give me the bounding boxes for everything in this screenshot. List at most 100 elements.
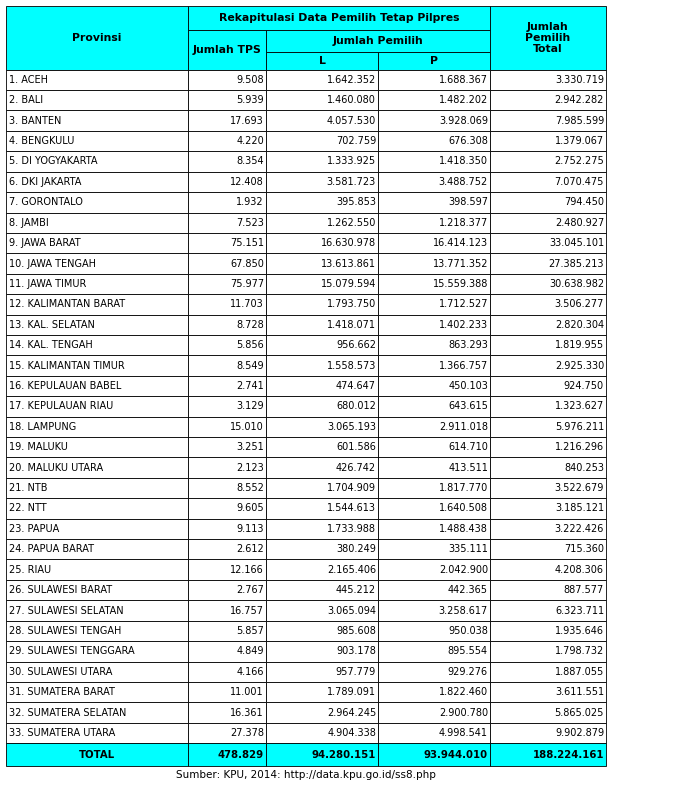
- Text: 1.379.067: 1.379.067: [555, 136, 604, 146]
- Bar: [378, 335, 490, 355]
- Text: 2.612: 2.612: [236, 545, 264, 554]
- Bar: [266, 662, 378, 682]
- Text: 4.057.530: 4.057.530: [327, 116, 376, 125]
- Bar: [490, 335, 606, 355]
- Bar: [6, 69, 188, 90]
- Text: 12.408: 12.408: [231, 177, 264, 187]
- Bar: [266, 131, 378, 151]
- Bar: [490, 172, 606, 192]
- Text: 3.581.723: 3.581.723: [327, 177, 376, 187]
- Text: 1.333.925: 1.333.925: [327, 157, 376, 166]
- Bar: [266, 621, 378, 641]
- Bar: [188, 702, 266, 723]
- Bar: [266, 273, 378, 294]
- Bar: [6, 110, 188, 131]
- Text: 9.113: 9.113: [237, 524, 264, 534]
- Bar: [378, 437, 490, 458]
- Bar: [188, 69, 266, 90]
- Bar: [266, 172, 378, 192]
- Bar: [378, 376, 490, 396]
- Bar: [378, 458, 490, 478]
- Text: 9.605: 9.605: [237, 504, 264, 514]
- Bar: [266, 30, 490, 52]
- Text: 17. KEPULAUAN RIAU: 17. KEPULAUAN RIAU: [9, 401, 114, 411]
- Text: 1.402.233: 1.402.233: [439, 320, 488, 329]
- Text: Jumlah Pemilih: Jumlah Pemilih: [333, 35, 424, 46]
- Text: 2.767: 2.767: [236, 585, 264, 595]
- Bar: [266, 478, 378, 498]
- Bar: [6, 273, 188, 294]
- Bar: [490, 580, 606, 600]
- Bar: [188, 90, 266, 110]
- Text: 30.638.982: 30.638.982: [549, 279, 604, 289]
- Bar: [188, 355, 266, 376]
- Text: 20. MALUKU UTARA: 20. MALUKU UTARA: [9, 463, 103, 473]
- Bar: [188, 559, 266, 580]
- Text: 1.366.757: 1.366.757: [439, 361, 488, 370]
- Text: 442.365: 442.365: [448, 585, 488, 595]
- Bar: [378, 355, 490, 376]
- Bar: [378, 682, 490, 702]
- Bar: [490, 621, 606, 641]
- Bar: [188, 458, 266, 478]
- Bar: [6, 458, 188, 478]
- Text: 1.418.071: 1.418.071: [327, 320, 376, 329]
- Text: 3.506.277: 3.506.277: [555, 299, 604, 310]
- Text: 23. PAPUA: 23. PAPUA: [9, 524, 59, 534]
- Text: 25. RIAU: 25. RIAU: [9, 565, 51, 574]
- Bar: [6, 314, 188, 335]
- Bar: [188, 335, 266, 355]
- Text: 3. BANTEN: 3. BANTEN: [9, 116, 61, 125]
- Text: 4.849: 4.849: [237, 646, 264, 656]
- Text: 715.360: 715.360: [564, 545, 604, 554]
- Text: 1.822.460: 1.822.460: [439, 687, 488, 697]
- Bar: [490, 253, 606, 273]
- Text: 8.728: 8.728: [236, 320, 264, 329]
- Text: 1.712.527: 1.712.527: [439, 299, 488, 310]
- Bar: [188, 621, 266, 641]
- Text: 1.460.080: 1.460.080: [327, 95, 376, 106]
- Bar: [266, 52, 378, 69]
- Text: 5.856: 5.856: [236, 340, 264, 350]
- Text: 33.045.101: 33.045.101: [549, 238, 604, 248]
- Bar: [6, 437, 188, 458]
- Text: 9. JAWA BARAT: 9. JAWA BARAT: [9, 238, 81, 248]
- Bar: [266, 702, 378, 723]
- Text: Jumlah
Pemilih
Total: Jumlah Pemilih Total: [526, 21, 571, 54]
- Bar: [6, 376, 188, 396]
- Bar: [266, 192, 378, 213]
- Text: 5. DI YOGYAKARTA: 5. DI YOGYAKARTA: [9, 157, 97, 166]
- Text: 14. KAL. TENGAH: 14. KAL. TENGAH: [9, 340, 92, 350]
- Bar: [266, 355, 378, 376]
- Text: 75.977: 75.977: [230, 279, 264, 289]
- Text: 1.640.508: 1.640.508: [439, 504, 488, 514]
- Bar: [490, 69, 606, 90]
- Bar: [378, 69, 490, 90]
- Text: 17.693: 17.693: [231, 116, 264, 125]
- Text: 2.942.282: 2.942.282: [555, 95, 604, 106]
- Bar: [6, 600, 188, 621]
- Text: 5.857: 5.857: [236, 626, 264, 636]
- Text: 478.829: 478.829: [218, 749, 264, 760]
- Bar: [6, 478, 188, 498]
- Bar: [6, 294, 188, 314]
- Bar: [378, 233, 490, 253]
- Text: 4.208.306: 4.208.306: [555, 565, 604, 574]
- Text: 1.704.909: 1.704.909: [327, 483, 376, 493]
- Bar: [266, 600, 378, 621]
- Text: 676.308: 676.308: [448, 136, 488, 146]
- Bar: [378, 213, 490, 233]
- Bar: [6, 641, 188, 662]
- Bar: [490, 213, 606, 233]
- Text: 3.065.193: 3.065.193: [327, 422, 376, 432]
- Bar: [188, 743, 266, 766]
- Text: 1.418.350: 1.418.350: [439, 157, 488, 166]
- Bar: [188, 519, 266, 539]
- Text: 4. BENGKULU: 4. BENGKULU: [9, 136, 74, 146]
- Bar: [266, 376, 378, 396]
- Bar: [266, 396, 378, 417]
- Text: 1.798.732: 1.798.732: [555, 646, 604, 656]
- Text: 863.293: 863.293: [448, 340, 488, 350]
- Text: 8.549: 8.549: [237, 361, 264, 370]
- Text: 2.741: 2.741: [236, 381, 264, 391]
